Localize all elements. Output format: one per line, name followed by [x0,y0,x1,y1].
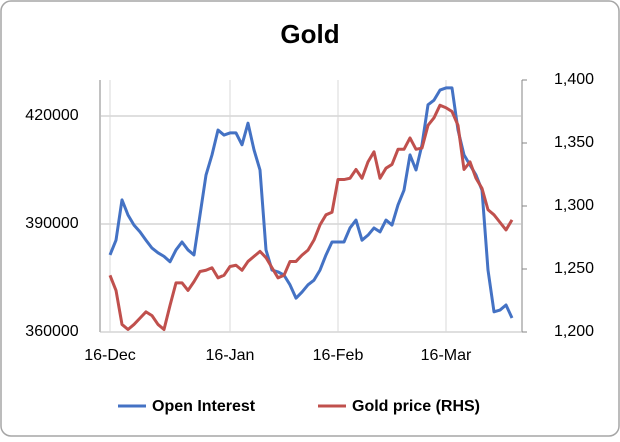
x-tick-label: 16-Mar [421,347,472,364]
series-line [108,86,514,319]
y2-tick-label: 1,250 [554,260,594,277]
y2-tick-label: 1,300 [554,197,594,214]
y-tick-label: 360000 [25,323,78,340]
series-line [108,103,514,331]
y-tick-label: 390000 [25,215,78,232]
legend-label: Gold price (RHS) [352,398,480,415]
y2-tick-label: 1,200 [554,323,594,340]
chart-title: Gold [280,19,339,49]
x-tick-label: 16-Feb [313,347,364,364]
legend-label: Open Interest [152,398,256,415]
x-tick-label: 16-Jan [206,347,255,364]
y2-tick-label: 1,350 [554,134,594,151]
y2-tick-label: 1,400 [554,71,594,88]
x-tick-label: 16-Dec [84,347,136,364]
y-tick-label: 420000 [25,107,78,124]
